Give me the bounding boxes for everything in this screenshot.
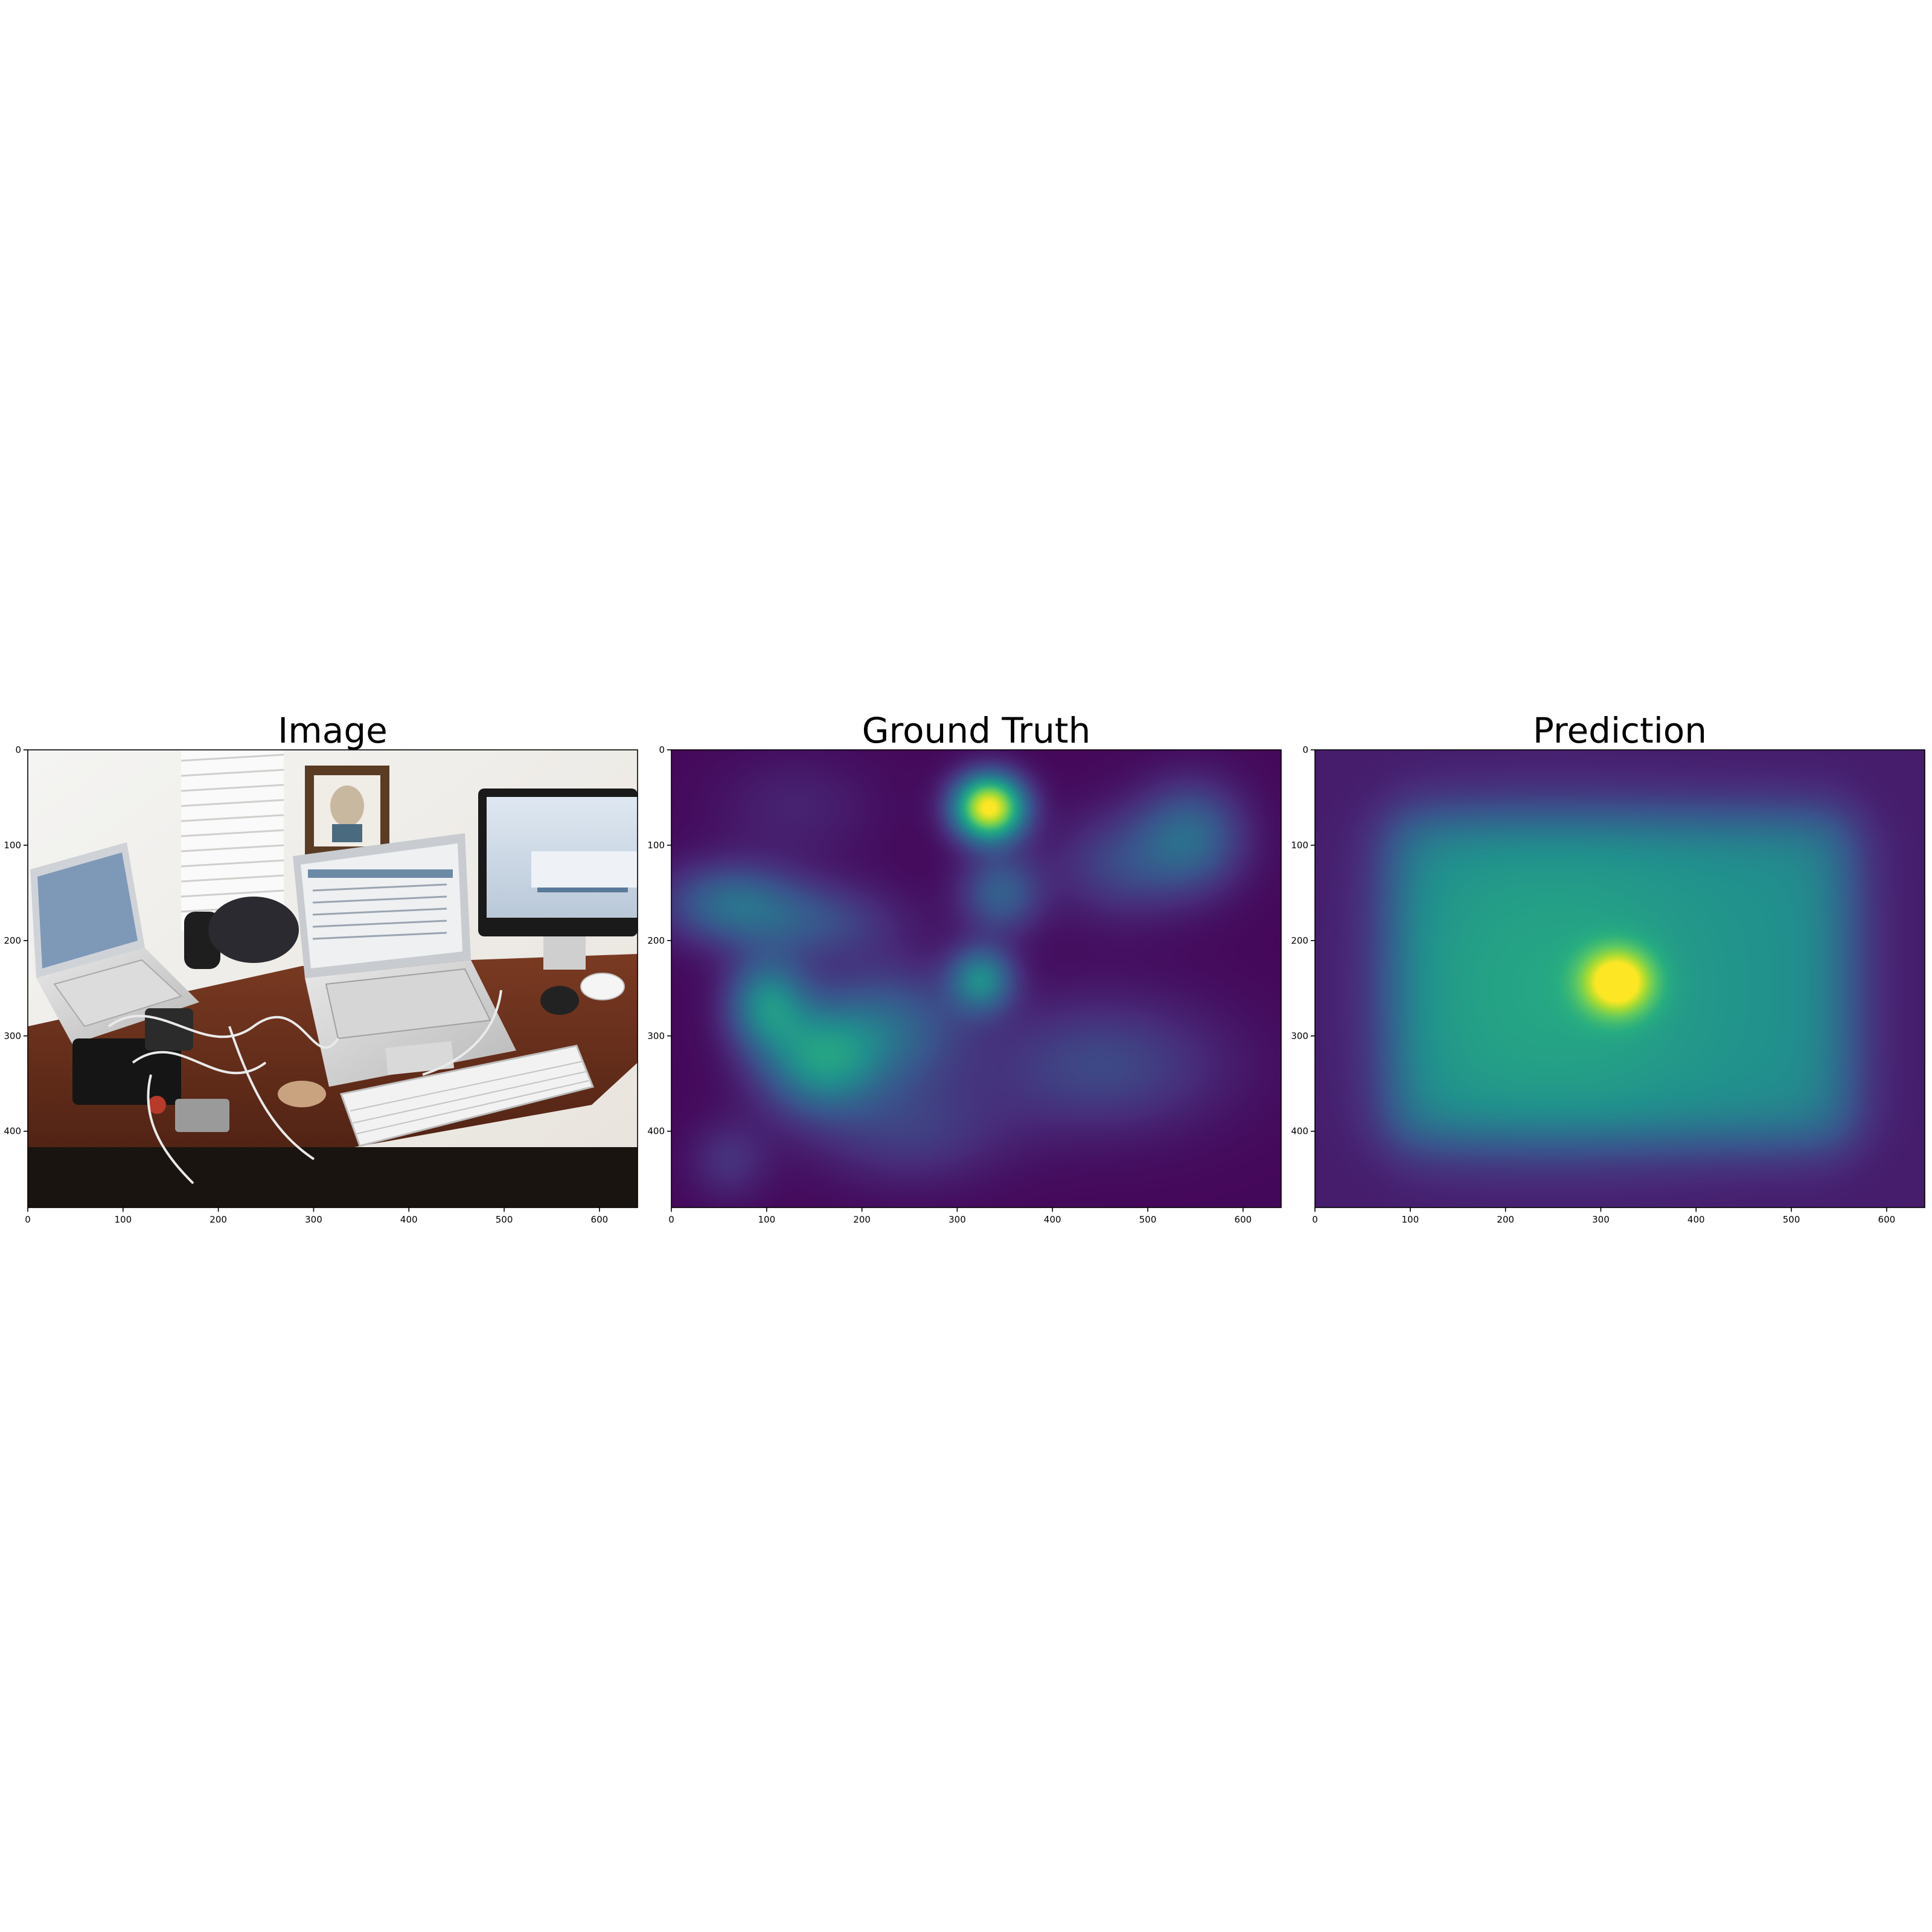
y-tick-label: 400 bbox=[647, 1126, 665, 1137]
y-axis-ground-truth: 0 100 200 300 400 bbox=[647, 744, 671, 1137]
framed-picture bbox=[305, 766, 389, 856]
x-tick-label: 600 bbox=[1235, 1214, 1252, 1225]
x-tick-label: 100 bbox=[1401, 1214, 1419, 1225]
x-tick-label: 600 bbox=[1878, 1214, 1896, 1225]
panel-prediction: Prediction 0 100 200 300 400 500 600 0 100 200 30… bbox=[1291, 710, 1925, 1225]
x-tick-label: 200 bbox=[210, 1214, 227, 1225]
x-tick-label: 300 bbox=[1592, 1214, 1610, 1225]
y-tick-label: 200 bbox=[4, 935, 21, 946]
x-tick-label: 100 bbox=[114, 1214, 132, 1225]
x-tick-label: 500 bbox=[496, 1214, 513, 1225]
x-tick-label: 400 bbox=[1044, 1214, 1061, 1225]
x-tick-label: 300 bbox=[305, 1214, 322, 1225]
x-tick-label: 0 bbox=[668, 1214, 674, 1225]
window-blinds bbox=[181, 750, 284, 931]
panel-title-ground-truth: Ground Truth bbox=[862, 710, 1091, 751]
keyboard bbox=[340, 1044, 595, 1147]
y-tick-label: 400 bbox=[1291, 1126, 1308, 1137]
y-axis-image: 0 100 200 300 400 bbox=[4, 744, 28, 1137]
mouse-black bbox=[540, 986, 579, 1015]
x-tick-label: 100 bbox=[758, 1214, 775, 1225]
panel-ground-truth: Ground Truth 0 100 200 300 400 500 600 0 100 200… bbox=[647, 710, 1282, 1225]
x-tick-label: 500 bbox=[1783, 1214, 1800, 1225]
cable-clutter bbox=[72, 990, 502, 1185]
x-tick-label: 500 bbox=[1139, 1214, 1157, 1225]
x-tick-label: 200 bbox=[1497, 1214, 1514, 1225]
x-axis-ground-truth: 0 100 200 300 400 500 600 bbox=[668, 1208, 1252, 1225]
x-tick-label: 200 bbox=[853, 1214, 871, 1225]
monitor bbox=[478, 788, 638, 970]
y-tick-label: 300 bbox=[647, 1031, 665, 1041]
heatmap-prediction bbox=[1315, 750, 1925, 1208]
x-axis-prediction: 0 100 200 300 400 500 600 bbox=[1312, 1208, 1895, 1225]
y-tick-label: 400 bbox=[4, 1126, 21, 1137]
y-tick-label: 100 bbox=[4, 840, 21, 851]
y-tick-label: 0 bbox=[1302, 744, 1308, 755]
y-tick-label: 300 bbox=[4, 1031, 21, 1041]
y-tick-label: 100 bbox=[1291, 840, 1308, 851]
x-tick-label: 0 bbox=[1312, 1214, 1318, 1225]
y-tick-label: 0 bbox=[659, 744, 665, 755]
panel-title-image: Image bbox=[278, 710, 388, 751]
y-tick-label: 200 bbox=[647, 935, 665, 946]
x-tick-label: 400 bbox=[400, 1214, 418, 1225]
y-tick-label: 0 bbox=[15, 744, 21, 755]
heatmap-ground-truth bbox=[671, 750, 1281, 1208]
mouse-white bbox=[580, 973, 625, 1000]
bag bbox=[208, 897, 299, 963]
y-axis-prediction: 0 100 200 300 400 bbox=[1291, 744, 1315, 1137]
x-tick-label: 300 bbox=[948, 1214, 966, 1225]
y-tick-label: 200 bbox=[1291, 935, 1308, 946]
left-laptop bbox=[30, 842, 199, 1044]
panel-title-prediction: Prediction bbox=[1533, 710, 1707, 751]
x-tick-label: 0 bbox=[25, 1214, 31, 1225]
photo bbox=[28, 750, 638, 1208]
y-tick-label: 300 bbox=[1291, 1031, 1308, 1041]
panel-image: Image bbox=[4, 710, 638, 1225]
x-tick-label: 600 bbox=[591, 1214, 609, 1225]
y-tick-label: 100 bbox=[647, 840, 665, 851]
x-tick-label: 400 bbox=[1687, 1214, 1705, 1225]
x-axis-image: 0 100 200 300 400 500 600 bbox=[25, 1208, 608, 1225]
